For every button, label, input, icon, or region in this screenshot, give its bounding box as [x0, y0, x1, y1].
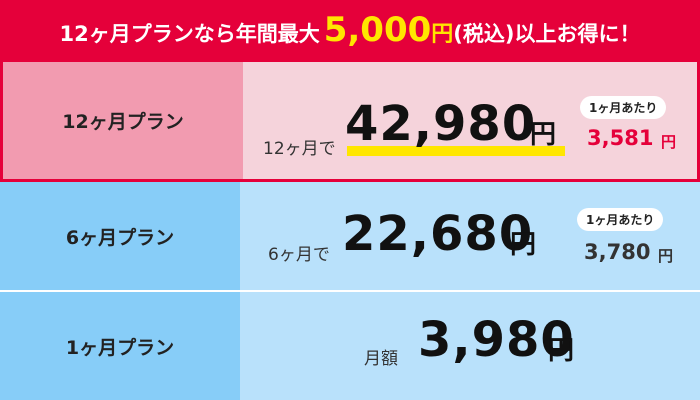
header-tail: (税込)以上お得に！ — [453, 22, 641, 46]
plan-name: 6ヶ月プラン — [0, 182, 240, 290]
header-lead: 12ヶ月プランなら年間最大 — [59, 22, 320, 46]
plan-row: 6ヶ月プラン 6ヶ月で 22,680 円 1ヶ月あたり 3,780 円 — [0, 182, 700, 290]
plan-detail: 12ヶ月で 42,980 円 1ヶ月あたり 3,581 円 — [243, 62, 697, 179]
per-month-label: 1ヶ月あたり — [580, 96, 667, 119]
header-amount-unit: 円 — [431, 22, 454, 47]
price-prefix: 12ヶ月で — [263, 139, 336, 159]
price: 42,980 — [345, 96, 537, 152]
per-month-price: 3,780 — [584, 240, 651, 264]
price-prefix: 月額 — [364, 349, 398, 369]
plan-row: 12ヶ月プラン 12ヶ月で 42,980 円 1ヶ月あたり 3,581 円 — [0, 62, 700, 182]
header-amount: 5,000 — [323, 10, 432, 50]
price-prefix: 6ヶ月で — [268, 245, 330, 265]
divider — [0, 290, 700, 292]
price-unit: 円 — [548, 336, 575, 366]
price-unit: 円 — [510, 230, 537, 260]
price: 22,680 — [342, 206, 534, 262]
header: 12ヶ月プランなら年間最大 5,000 円 (税込)以上お得に！ — [0, 0, 700, 62]
plan-detail: 6ヶ月で 22,680 円 1ヶ月あたり 3,780 円 — [240, 182, 700, 290]
per-month-unit: 円 — [661, 133, 677, 151]
per-month-label: 1ヶ月あたり — [577, 208, 664, 231]
per-month-price: 3,581 — [587, 126, 654, 150]
price: 3,980 — [418, 312, 575, 368]
per-month-unit: 円 — [658, 247, 674, 265]
plan-name: 1ヶ月プラン — [0, 292, 240, 400]
plan-row: 1ヶ月プラン 月額 3,980 円 — [0, 292, 700, 400]
price-unit: 円 — [530, 120, 557, 150]
highlight — [347, 146, 565, 156]
plan-detail: 月額 3,980 円 — [240, 292, 700, 400]
plan-name: 12ヶ月プラン — [3, 62, 243, 179]
